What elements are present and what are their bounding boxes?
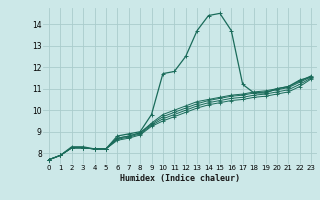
X-axis label: Humidex (Indice chaleur): Humidex (Indice chaleur) (120, 174, 240, 183)
